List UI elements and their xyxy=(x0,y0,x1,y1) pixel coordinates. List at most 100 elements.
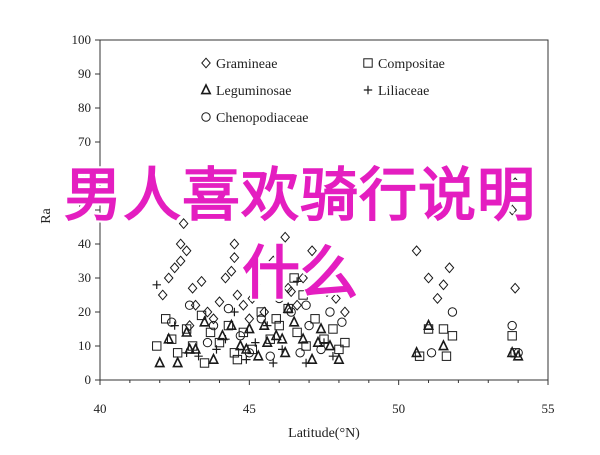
data-points xyxy=(152,177,524,368)
point-compositae xyxy=(310,314,320,324)
point-leguminosae xyxy=(411,345,423,358)
point-gramineae xyxy=(510,177,521,189)
point-gramineae xyxy=(175,238,186,250)
x-tick-label: 50 xyxy=(392,401,405,416)
point-liliaceae xyxy=(194,352,203,361)
x-axis-title: Latitude(°N) xyxy=(288,426,360,441)
point-gramineae xyxy=(181,245,192,257)
y-tick-label: 100 xyxy=(72,32,92,47)
point-gramineae xyxy=(229,252,240,264)
point-gramineae xyxy=(214,296,225,308)
y-tick-label: 0 xyxy=(85,372,92,387)
point-gramineae xyxy=(169,262,180,274)
point-gramineae xyxy=(507,204,518,216)
overlay-headline-line-2: 什么 xyxy=(241,239,358,307)
legend-marker-compositae xyxy=(363,58,373,68)
point-chenopodiaceae xyxy=(223,303,234,314)
point-leguminosae xyxy=(261,335,273,348)
point-compositae xyxy=(229,348,240,358)
point-gramineae xyxy=(202,306,213,318)
point-liliaceae xyxy=(152,280,161,289)
point-gramineae xyxy=(444,262,455,274)
y-tick-label: 10 xyxy=(78,338,91,353)
point-gramineae xyxy=(313,279,323,291)
point-compositae xyxy=(289,273,299,283)
point-chenopodiaceae xyxy=(426,348,437,358)
y-tick-label: 30 xyxy=(78,270,91,285)
point-gramineae xyxy=(250,279,261,291)
point-liliaceae xyxy=(212,345,221,354)
point-compositae xyxy=(161,314,171,324)
point-leguminosae xyxy=(423,318,435,331)
point-gramineae xyxy=(232,289,243,301)
point-gramineae xyxy=(510,282,521,294)
point-liliaceae xyxy=(277,345,287,354)
point-compositae xyxy=(292,327,302,338)
point-liliaceae xyxy=(263,321,272,330)
point-compositae xyxy=(507,331,517,341)
point-leguminosae xyxy=(324,339,336,351)
point-compositae xyxy=(447,331,458,341)
point-chenopodiaceae xyxy=(325,307,335,317)
y-tick-label: 90 xyxy=(78,66,91,81)
point-leguminosae xyxy=(190,342,202,354)
point-leguminosae xyxy=(270,328,282,341)
point-leguminosae xyxy=(243,322,255,334)
point-compositae xyxy=(340,337,350,348)
legend: Gramineae Compositae Leguminosae Liliaceae C… xyxy=(200,57,445,126)
point-compositae xyxy=(274,320,284,331)
point-compositae xyxy=(199,358,210,368)
point-chenopodiaceae xyxy=(447,307,458,317)
point-gramineae xyxy=(432,292,443,304)
point-gramineae xyxy=(208,313,219,325)
point-gramineae xyxy=(163,272,174,284)
point-liliaceae xyxy=(251,338,260,347)
point-leguminosae xyxy=(225,318,237,331)
y-tick-label: 60 xyxy=(78,168,91,183)
point-gramineae xyxy=(286,286,297,298)
point-chenopodiaceae xyxy=(166,317,177,327)
point-compositae xyxy=(441,351,452,361)
x-axis-ticks: 40 45 50 55 xyxy=(94,380,555,416)
point-leguminosae xyxy=(181,325,193,337)
point-leguminosae xyxy=(234,339,246,351)
point-leguminosae xyxy=(252,349,264,361)
y-tick-label: 50 xyxy=(78,202,91,217)
point-chenopodiaceae xyxy=(244,348,255,358)
point-gramineae xyxy=(340,306,350,318)
point-chenopodiaceae xyxy=(513,348,523,358)
point-gramineae xyxy=(307,245,317,257)
point-gramineae xyxy=(226,265,237,277)
point-leguminosae xyxy=(306,352,318,365)
point-gramineae xyxy=(220,272,231,284)
legend-label: Gramineae xyxy=(216,57,277,72)
point-compositae xyxy=(152,341,162,351)
point-compositae xyxy=(328,324,338,334)
legend-label: Chenopodiaceae xyxy=(216,111,309,126)
point-chenopodiaceae xyxy=(184,300,195,310)
point-gramineae xyxy=(280,231,291,243)
point-chenopodiaceae xyxy=(286,307,296,317)
point-leguminosae xyxy=(279,345,291,358)
y-tick-label: 80 xyxy=(78,100,91,115)
point-leguminosae xyxy=(512,349,524,361)
point-gramineae xyxy=(423,272,434,284)
legend-label: Leguminosae xyxy=(216,84,291,99)
point-gramineae xyxy=(259,306,270,318)
point-gramineae xyxy=(268,255,279,267)
point-leguminosae xyxy=(276,332,288,344)
point-liliaceae xyxy=(301,358,311,368)
legend-label: Compositae xyxy=(378,57,445,72)
point-chenopodiaceae xyxy=(235,331,246,341)
point-liliaceae xyxy=(182,348,191,357)
point-chenopodiaceae xyxy=(337,317,347,327)
point-gramineae xyxy=(247,292,258,304)
point-chenopodiaceae xyxy=(295,348,305,358)
point-gramineae xyxy=(322,286,332,298)
point-chenopodiaceae xyxy=(507,320,517,331)
point-gramineae xyxy=(438,279,449,291)
point-chenopodiaceae xyxy=(208,320,219,331)
overlay-headline-line-1: 男人喜欢骑行说明 xyxy=(63,161,536,229)
point-compositae xyxy=(196,310,207,321)
